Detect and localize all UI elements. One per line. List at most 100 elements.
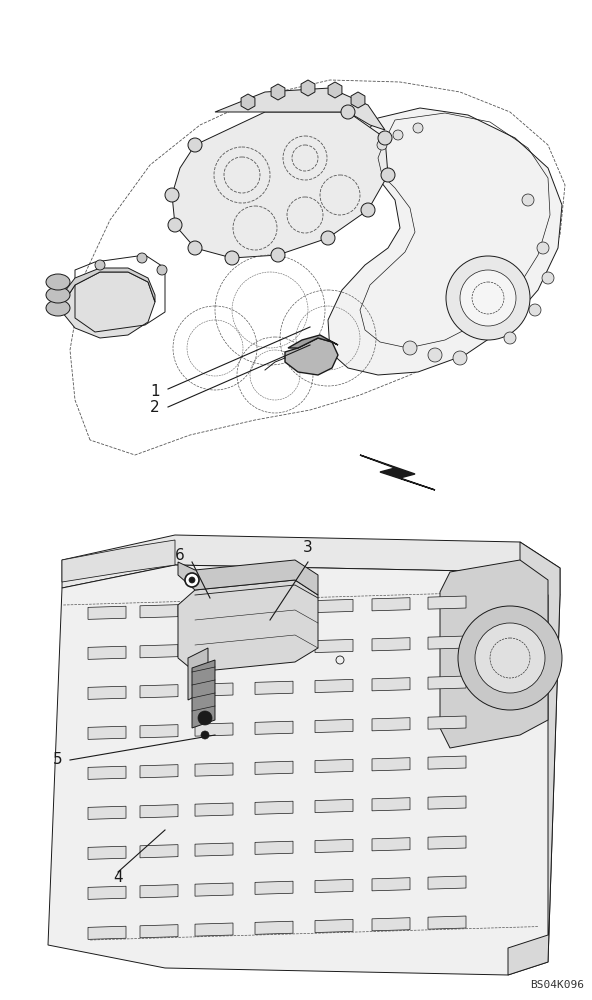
Circle shape bbox=[321, 231, 335, 245]
Circle shape bbox=[137, 253, 147, 263]
Polygon shape bbox=[428, 876, 466, 889]
Polygon shape bbox=[255, 881, 293, 894]
Polygon shape bbox=[315, 639, 353, 653]
Text: 4: 4 bbox=[113, 870, 123, 886]
Polygon shape bbox=[360, 455, 435, 490]
Circle shape bbox=[475, 623, 545, 693]
Ellipse shape bbox=[46, 300, 70, 316]
Text: 1: 1 bbox=[150, 384, 160, 399]
Polygon shape bbox=[140, 725, 178, 738]
Polygon shape bbox=[315, 879, 353, 893]
Polygon shape bbox=[315, 839, 353, 853]
Polygon shape bbox=[508, 542, 560, 975]
Polygon shape bbox=[315, 679, 353, 693]
Polygon shape bbox=[140, 925, 178, 938]
Polygon shape bbox=[62, 540, 175, 582]
Circle shape bbox=[165, 188, 179, 202]
Circle shape bbox=[460, 270, 516, 326]
Circle shape bbox=[458, 606, 562, 710]
Polygon shape bbox=[140, 645, 178, 658]
Polygon shape bbox=[140, 885, 178, 898]
Text: 6: 6 bbox=[175, 548, 185, 562]
Circle shape bbox=[341, 105, 355, 119]
Polygon shape bbox=[88, 606, 126, 619]
Polygon shape bbox=[195, 803, 233, 816]
Polygon shape bbox=[195, 763, 233, 776]
Circle shape bbox=[522, 194, 534, 206]
Polygon shape bbox=[255, 801, 293, 814]
Polygon shape bbox=[195, 643, 233, 656]
Polygon shape bbox=[172, 112, 388, 258]
Circle shape bbox=[188, 138, 202, 152]
Circle shape bbox=[361, 203, 375, 217]
Polygon shape bbox=[255, 721, 293, 734]
Polygon shape bbox=[372, 878, 410, 891]
Polygon shape bbox=[255, 761, 293, 774]
Circle shape bbox=[377, 140, 387, 150]
Polygon shape bbox=[315, 799, 353, 813]
Circle shape bbox=[157, 265, 167, 275]
Polygon shape bbox=[372, 598, 410, 611]
Polygon shape bbox=[328, 108, 562, 375]
Text: 3: 3 bbox=[303, 540, 313, 556]
Ellipse shape bbox=[46, 287, 70, 303]
Circle shape bbox=[529, 304, 541, 316]
Circle shape bbox=[198, 711, 212, 725]
Polygon shape bbox=[285, 338, 338, 375]
Polygon shape bbox=[62, 268, 155, 305]
Polygon shape bbox=[178, 560, 318, 595]
Circle shape bbox=[403, 341, 417, 355]
Polygon shape bbox=[288, 335, 338, 348]
Polygon shape bbox=[372, 638, 410, 651]
Polygon shape bbox=[255, 681, 293, 694]
Polygon shape bbox=[315, 919, 353, 933]
Polygon shape bbox=[372, 838, 410, 851]
Text: 2: 2 bbox=[150, 399, 160, 414]
Polygon shape bbox=[315, 599, 353, 613]
Polygon shape bbox=[88, 766, 126, 779]
Polygon shape bbox=[88, 646, 126, 659]
Circle shape bbox=[413, 123, 423, 133]
Polygon shape bbox=[428, 716, 466, 729]
Polygon shape bbox=[372, 678, 410, 691]
Text: BS04K096: BS04K096 bbox=[530, 980, 584, 990]
Polygon shape bbox=[140, 605, 178, 618]
Circle shape bbox=[189, 577, 195, 583]
Polygon shape bbox=[195, 923, 233, 936]
Polygon shape bbox=[428, 916, 466, 929]
Polygon shape bbox=[88, 806, 126, 819]
Polygon shape bbox=[255, 921, 293, 934]
Circle shape bbox=[188, 241, 202, 255]
Circle shape bbox=[271, 248, 285, 262]
Polygon shape bbox=[428, 676, 466, 689]
Polygon shape bbox=[428, 796, 466, 809]
Circle shape bbox=[537, 242, 549, 254]
Polygon shape bbox=[62, 272, 155, 338]
Polygon shape bbox=[48, 565, 560, 975]
Polygon shape bbox=[428, 596, 466, 609]
Polygon shape bbox=[195, 843, 233, 856]
Polygon shape bbox=[215, 88, 385, 130]
Polygon shape bbox=[372, 758, 410, 771]
Polygon shape bbox=[440, 560, 548, 748]
Polygon shape bbox=[88, 926, 126, 939]
Circle shape bbox=[95, 260, 105, 270]
Polygon shape bbox=[88, 726, 126, 739]
Polygon shape bbox=[372, 718, 410, 731]
Circle shape bbox=[185, 573, 199, 587]
Polygon shape bbox=[140, 805, 178, 818]
Polygon shape bbox=[315, 719, 353, 733]
Polygon shape bbox=[428, 636, 466, 649]
Circle shape bbox=[225, 251, 239, 265]
Polygon shape bbox=[88, 686, 126, 699]
Polygon shape bbox=[140, 765, 178, 778]
Polygon shape bbox=[188, 648, 208, 700]
Circle shape bbox=[542, 272, 554, 284]
Polygon shape bbox=[192, 660, 215, 728]
Polygon shape bbox=[140, 685, 178, 698]
Circle shape bbox=[446, 256, 530, 340]
Text: 5: 5 bbox=[53, 752, 63, 768]
Polygon shape bbox=[428, 836, 466, 849]
Polygon shape bbox=[372, 798, 410, 811]
Polygon shape bbox=[140, 845, 178, 858]
